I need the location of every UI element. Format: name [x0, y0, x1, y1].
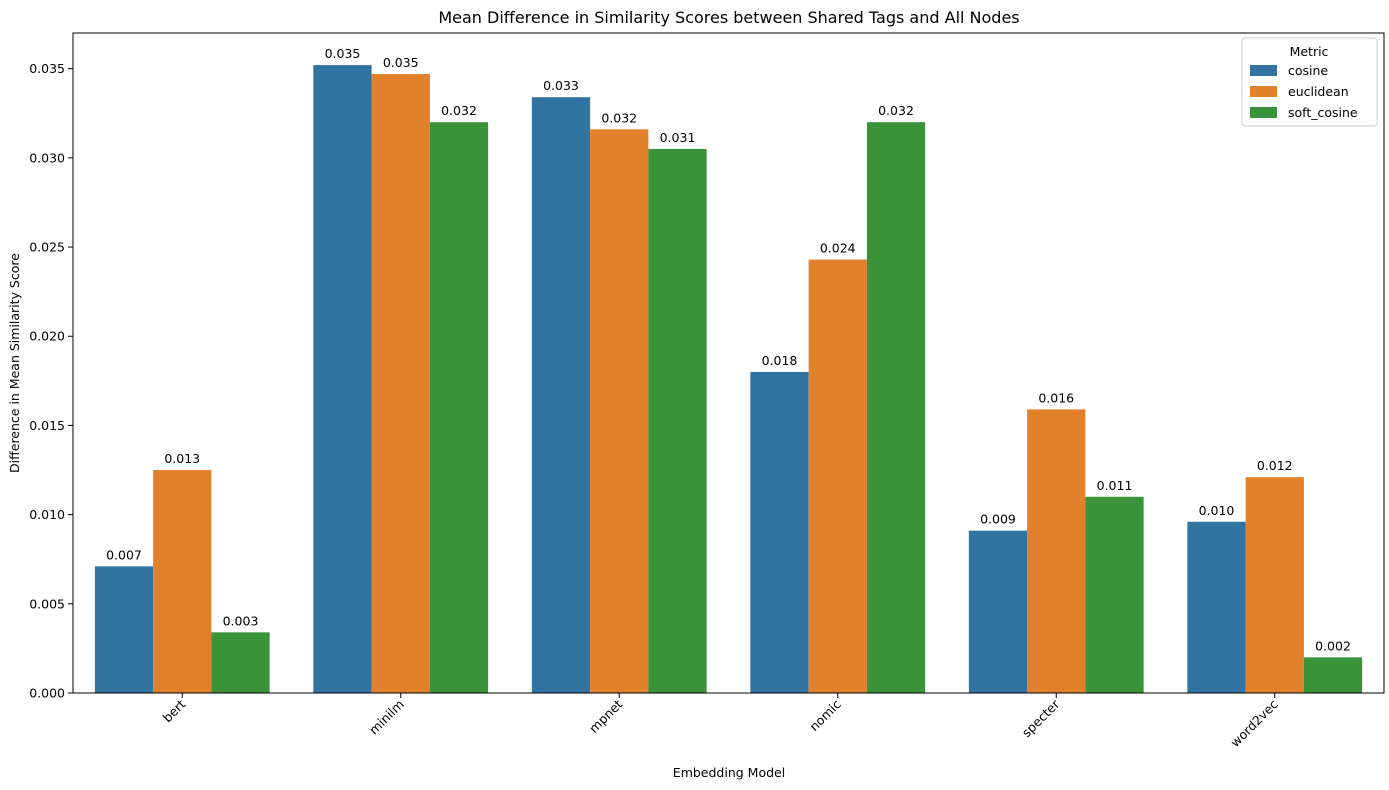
data-label: 0.012 [1257, 458, 1293, 473]
data-label: 0.016 [1038, 390, 1074, 405]
bar-euclidean-specter [1027, 409, 1086, 693]
data-label: 0.002 [1315, 638, 1351, 653]
data-label: 0.035 [383, 55, 419, 70]
bar-euclidean-mpnet [590, 129, 649, 693]
legend-entry-euclidean: euclidean [1288, 84, 1349, 99]
data-label: 0.032 [601, 110, 637, 125]
x-axis-label: Embedding Model [673, 765, 785, 780]
data-label: 0.010 [1199, 503, 1235, 518]
x-tick-label: minilm [366, 697, 407, 738]
bar-soft_cosine-bert [211, 632, 270, 693]
data-label: 0.032 [878, 103, 914, 118]
bar-cosine-specter [968, 530, 1028, 693]
bar-euclidean-nomic [808, 259, 867, 693]
bar-euclidean-minilm [371, 74, 430, 693]
data-label: 0.007 [106, 547, 142, 562]
chart-title: Mean Difference in Similarity Scores bet… [438, 8, 1019, 27]
bar-euclidean-word2vec [1245, 477, 1304, 693]
data-label: 0.003 [223, 613, 259, 628]
x-tick-label: word2vec [1227, 696, 1281, 750]
legend-swatch-cosine [1250, 65, 1277, 76]
bar-cosine-nomic [750, 371, 809, 693]
x-tick-label: bert [160, 696, 189, 725]
legend-swatch-euclidean [1250, 86, 1277, 97]
y-tick-label: 0.000 [29, 686, 65, 701]
data-label: 0.013 [164, 451, 200, 466]
bar-soft_cosine-mpnet [648, 148, 707, 694]
bar-cosine-bert [94, 566, 154, 693]
y-tick-label: 0.015 [29, 418, 65, 433]
y-tick-label: 0.035 [29, 61, 65, 76]
legend-title: Metric [1290, 44, 1329, 59]
bar-soft_cosine-word2vec [1303, 657, 1363, 693]
legend: Metric cosine euclidean soft_cosine [1241, 37, 1378, 127]
x-tick-label: mpnet [586, 696, 625, 735]
y-tick-label: 0.005 [29, 596, 65, 611]
data-label: 0.009 [980, 512, 1016, 527]
legend-swatch-soft_cosine [1250, 107, 1277, 118]
data-label: 0.032 [441, 103, 477, 118]
legend-frame [1241, 37, 1378, 127]
y-tick-label: 0.020 [29, 329, 65, 344]
legend-entry-cosine: cosine [1288, 63, 1328, 78]
legend-entry-soft_cosine: soft_cosine [1288, 105, 1358, 120]
y-tick-label: 0.010 [29, 507, 65, 522]
x-tick-label: nomic [806, 696, 844, 734]
bar-euclidean-bert [153, 470, 212, 693]
data-label: 0.024 [820, 241, 856, 256]
data-label: 0.011 [1097, 478, 1133, 493]
data-label: 0.035 [325, 46, 361, 61]
y-axis-label: Difference in Mean Similarity Score [7, 253, 22, 473]
bar-soft_cosine-minilm [429, 122, 489, 693]
y-tick-label: 0.025 [29, 240, 65, 255]
bar-cosine-minilm [313, 65, 372, 694]
plot-frame [72, 32, 1385, 694]
bar-cosine-word2vec [1187, 521, 1246, 693]
bar-cosine-mpnet [531, 97, 591, 694]
y-tick-label: 0.030 [29, 150, 65, 165]
bar-soft_cosine-nomic [866, 122, 926, 693]
data-label: 0.031 [660, 130, 696, 145]
data-label: 0.018 [762, 353, 798, 368]
bar-soft_cosine-specter [1085, 496, 1144, 693]
x-tick-label: specter [1019, 696, 1063, 740]
plot-area: 0.000 0.005 0.010 0.015 0.020 0.025 0.030 0.035… [29, 46, 1363, 750]
data-label: 0.033 [543, 78, 579, 93]
